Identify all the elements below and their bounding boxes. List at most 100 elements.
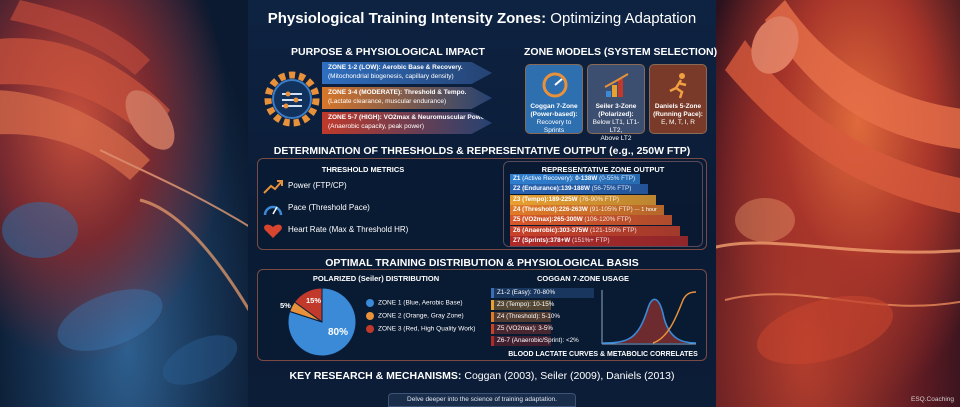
purpose-arrow-zone-1: ZONE 1-2 (LOW): Aerobic Base & Recovery.… <box>322 62 492 84</box>
zone-watts: 226-263W <box>558 205 590 213</box>
coggan-usage-row: Z1-2 (Easy): 70-80% <box>491 288 594 298</box>
zone-name: Z4 (Threshold): <box>513 205 559 213</box>
lactate-caption: BLOOD LACTATE CURVES & METABOLIC CORRELA… <box>508 351 698 358</box>
zone-watts: 139-188W <box>560 185 592 193</box>
purpose-arrow-zone-2: ZONE 3-4 (MODERATE): Threshold & Tempo.(… <box>322 87 492 109</box>
legend-label: ZONE 1 (Blue, Aerobic Base) <box>378 299 463 307</box>
zone-watts: 265-300W <box>553 216 585 224</box>
polarized-title: POLARIZED (Seiler) DISTRIBUTION <box>312 274 440 283</box>
purpose-arrow-zone-3: ZONE 5-7 (HIGH): VO2max & Neuromuscular … <box>322 112 492 134</box>
purpose-zone-title: ZONE 3-4 (MODERATE): Threshold & Tempo. <box>328 89 467 96</box>
zone-name: Z1 <box>513 175 523 182</box>
zone-ftp-pct: (56-75% FTP) <box>591 185 632 193</box>
zone-ftp-pct: (106-120% FTP) <box>584 216 631 224</box>
coggan-usage-label: Z6-7 (Anaerobic/Sprint): <2% <box>497 337 579 344</box>
model-card-line: Coggan 7-Zone <box>530 103 578 110</box>
model-card-line: (Power-based): <box>530 111 578 118</box>
speedometer-icon <box>263 205 283 216</box>
zone-name: Z6 (Anaerobic): <box>513 226 560 234</box>
coggan-usage-row: Z5 (VO2max): 3-5% <box>491 324 553 334</box>
zone-ftp-pct: (91-105% FTP) <box>589 205 633 213</box>
zone-watts: 189-225W <box>548 195 580 203</box>
trend-arrow-icon <box>263 180 283 194</box>
runner-icon <box>669 73 687 99</box>
model-card-3[interactable]: Daniels 5-Zone (Running Pace): E, M, T, I,… <box>649 64 707 134</box>
zone-output-row: Z7 (Sprints):378+W (151%+ FTP) <box>510 235 688 246</box>
heart-rate-icon <box>264 224 282 238</box>
zone-ftp-pct: (151%+ FTP) <box>571 236 610 244</box>
muscle-fiber-art-left <box>0 0 257 385</box>
coggan-usage-row: Z4 (Threshold): 5-10% <box>491 312 560 322</box>
zone-desc: (Active Recovery): <box>522 175 576 182</box>
purpose-arrow-text: ZONE 3-4 (MODERATE): Threshold & Tempo.(… <box>328 89 466 106</box>
coggan-usage-row: Z3 (Tempo): 10-15% <box>491 300 555 310</box>
polarized-pie-chart <box>287 287 357 357</box>
purpose-zone-detail: (Lactate clearance, muscular endurance) <box>328 97 447 105</box>
zone-output-row: Z5 (VO2max):265-300W (106-120% FTP) <box>510 215 672 226</box>
threshold-metric-label: Pace (Threshold Pace) <box>288 203 370 212</box>
left-muscle-illustration <box>0 0 257 407</box>
purpose-zone-detail: (Mitochondrial biogenesis, capillary den… <box>328 72 454 80</box>
pie-legend-item: ZONE 3 (Red, High Quality Work) <box>366 325 475 333</box>
purpose-arrow-text: ZONE 1-2 (LOW): Aerobic Base & Recovery.… <box>328 64 463 81</box>
model-card-line: E, M, T, I, R <box>661 119 695 126</box>
zone-output-row: Z3 (Tempo):189-225W (76-90% FTP) <box>510 194 656 205</box>
legend-swatch <box>366 325 374 333</box>
purpose-heading: PURPOSE & PHYSIOLOGICAL IMPACT <box>291 46 485 58</box>
zone-output-title: REPRESENTATIVE ZONE OUTPUT <box>541 165 665 174</box>
infographic-panel: Physiological Training Intensity Zones: … <box>248 0 718 407</box>
model-card-line: Below LT1, LT1-LT2, <box>592 119 640 134</box>
title-rest-part: Optimizing Adaptation <box>546 10 697 27</box>
bar-chart-icon <box>604 73 629 97</box>
model-card-1[interactable]: Coggan 7-Zone (Power-based): Recovery to S… <box>525 64 583 134</box>
pie-legend-item: ZONE 1 (Blue, Aerobic Base) <box>366 299 463 307</box>
zone-ftp-pct: (0-55% FTP) <box>599 175 636 182</box>
legend-swatch <box>366 299 374 307</box>
pie-label: 15% <box>306 296 322 305</box>
legend-label: ZONE 3 (Red, High Quality Work) <box>378 325 476 333</box>
threshold-metric-label: Power (FTP/CP) <box>288 181 347 190</box>
model-card-2[interactable]: Seiler 3-Zone (Polarized): Below LT1, LT1-… <box>587 64 645 142</box>
research-citations: Coggan (2003), Seiler (2009), Daniels (2… <box>461 370 675 382</box>
model-card-label: Daniels 5-Zone (Running Pace): E, M, T, I,… <box>650 103 706 127</box>
title-bold-part: Physiological Training Intensity Zones: <box>267 10 547 27</box>
coggan-usage-label: Z4 (Threshold): 5-10% <box>497 313 560 320</box>
model-card-line: (Polarized): <box>598 111 634 118</box>
delve-deeper-button[interactable]: Delve deeper into the science of trainin… <box>388 393 576 407</box>
zone-watts: 0-138W <box>575 175 600 182</box>
zone-output-row: Z2 (Endurance):139-188W (56-75% FTP) <box>510 184 648 195</box>
zone-name: Z2 (Endurance): <box>513 185 561 193</box>
thresholds-heading: DETERMINATION OF THRESHOLDS & REPRESENTA… <box>273 145 691 157</box>
right-muscle-illustration: ESQ.Coaching <box>704 0 960 407</box>
brand-watermark: ESQ.Coaching <box>911 396 954 403</box>
zone-output-row: Z4 (Threshold):226-263W (91-105% FTP) --… <box>510 204 664 215</box>
zone-watts: 378+W <box>550 236 572 244</box>
gauge-icon <box>542 72 568 98</box>
model-card-line: Daniels 5-Zone <box>654 103 702 110</box>
legend-swatch <box>366 312 374 320</box>
research-footer: KEY RESEARCH & MECHANISMS: Coggan (2003)… <box>248 370 716 382</box>
distribution-heading: OPTIMAL TRAINING DISTRIBUTION & PHYSIOLO… <box>325 257 639 269</box>
purpose-zone-title: ZONE 1-2 (LOW): Aerobic Base & Recovery. <box>328 64 463 71</box>
models-heading: ZONE MODELS (SYSTEM SELECTION) <box>524 46 718 58</box>
purpose-zone-title: ZONE 5-7 (HIGH): VO2max & Neuromuscular … <box>328 114 489 121</box>
pie-legend-item: ZONE 2 (Orange, Gray Zone) <box>366 312 464 320</box>
zone-output-row: Z1 (Active Recovery): 0-138W (0-55% FTP) <box>510 174 640 184</box>
coggan-usage-title: COGGAN 7-ZONE USAGE <box>536 274 630 283</box>
purpose-zone-detail: (Anaerobic capacity, peak power) <box>328 122 424 130</box>
gear-icon <box>264 71 320 127</box>
purpose-arrow-text: ZONE 5-7 (HIGH): VO2max & Neuromuscular … <box>328 114 488 131</box>
zone-note: --- 1 hour <box>632 206 657 213</box>
coggan-usage-label: Z3 (Tempo): 10-15% <box>497 301 555 308</box>
zone-ftp-pct: (121-150% FTP) <box>590 226 637 234</box>
coggan-usage-row: Z6-7 (Anaerobic/Sprint): <2% <box>491 336 579 346</box>
legend-label: ZONE 2 (Orange, Gray Zone) <box>378 312 464 320</box>
zone-output-row: Z6 (Anaerobic):303-375W (121-150% FTP) <box>510 225 680 236</box>
coggan-usage-label: Z5 (VO2max): 3-5% <box>497 325 553 332</box>
page-title: Physiological Training Intensity Zones: … <box>248 10 716 27</box>
metrics-title: THRESHOLD METRICS <box>321 165 405 174</box>
zone-name: Z5 (VO2max): <box>513 216 554 224</box>
muscle-fiber-art-right <box>704 0 960 365</box>
research-label: KEY RESEARCH & MECHANISMS: <box>289 370 462 382</box>
zone-name: Z7 (Sprints): <box>513 236 551 244</box>
